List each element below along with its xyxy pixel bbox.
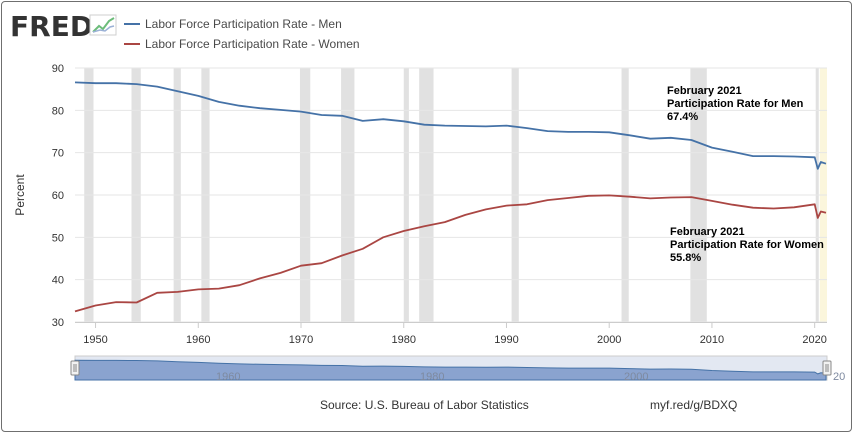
navigator-left-handle[interactable] xyxy=(70,360,80,376)
legend: Labor Force Participation Rate - Men Lab… xyxy=(124,17,360,51)
legend-item-men[interactable]: Labor Force Participation Rate - Men xyxy=(124,17,342,31)
navigator-tick: 20 xyxy=(833,371,845,383)
chart-line-icon xyxy=(89,14,117,36)
navigator-tick: 1960 xyxy=(216,371,240,383)
y-tick-label: 90 xyxy=(52,63,64,75)
x-tick-label: 2010 xyxy=(700,334,724,346)
annotation-line: 55.8% xyxy=(670,252,701,264)
short-url-link[interactable]: myf.red/g/BDXQ xyxy=(650,398,737,412)
fred-logo[interactable]: FRED xyxy=(10,10,117,43)
y-tick-label: 60 xyxy=(52,190,64,202)
navigator-tick: 2000 xyxy=(624,371,648,383)
navigator-right-handle[interactable] xyxy=(822,360,832,376)
y-tick-label: 80 xyxy=(52,105,64,117)
annotation-line: February 2021 xyxy=(670,226,745,238)
navigator-series xyxy=(74,359,827,381)
y-tick-label: 30 xyxy=(52,317,64,329)
annotation-line: 67.4% xyxy=(667,111,698,123)
navigator[interactable]: 1960 1980 2000 20 xyxy=(70,355,845,383)
x-tick-label: 2000 xyxy=(597,334,621,346)
plot-area: 30 40 50 60 70 80 90 1950 1960 1970 1980 1990 2000 20… xyxy=(52,63,827,346)
y-tick-label: 50 xyxy=(52,232,64,244)
series-line-women xyxy=(74,194,827,313)
series-line-men xyxy=(74,81,827,170)
y-tick-label: 70 xyxy=(52,148,64,160)
logo-text: FRED xyxy=(10,10,93,43)
x-tick-label: 1970 xyxy=(289,334,313,346)
x-tick-label: 1950 xyxy=(83,334,107,346)
x-tick-label: 2020 xyxy=(802,334,826,346)
navigator-tick: 1980 xyxy=(420,371,444,383)
annotation-line: Participation Rate for Women xyxy=(670,239,824,251)
x-tick-label: 1990 xyxy=(494,334,518,346)
y-axis-label: Percent xyxy=(13,174,27,216)
annotation-line: Participation Rate for Men xyxy=(667,98,804,110)
annotation-line: February 2021 xyxy=(667,85,742,97)
legend-label-men: Labor Force Participation Rate - Men xyxy=(145,17,342,31)
x-tick-label: 1960 xyxy=(186,334,210,346)
x-tick-label: 1980 xyxy=(392,334,416,346)
source-text: Source: U.S. Bureau of Labor Statistics xyxy=(320,398,529,412)
legend-label-women: Labor Force Participation Rate - Women xyxy=(145,37,360,51)
legend-item-women[interactable]: Labor Force Participation Rate - Women xyxy=(124,37,360,51)
y-tick-label: 40 xyxy=(52,275,64,287)
